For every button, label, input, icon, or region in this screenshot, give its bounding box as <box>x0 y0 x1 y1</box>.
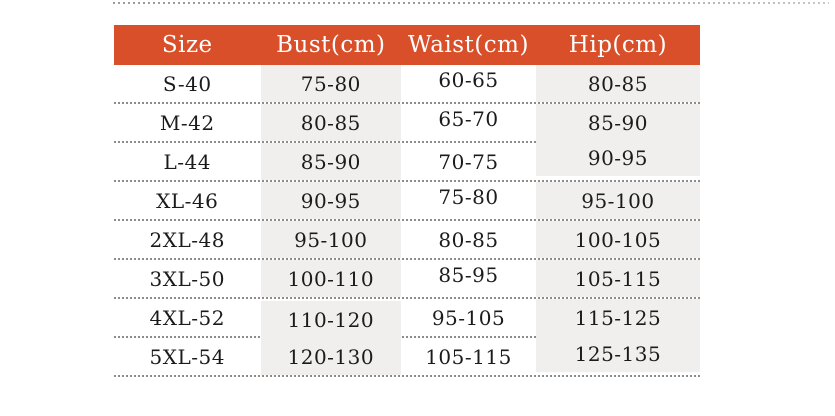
cell-waist: 105-115 <box>425 344 512 369</box>
cell-bust: 120-130 <box>260 338 402 375</box>
cell-waist: 70-75 <box>438 149 499 174</box>
table-row: 5XL-54 120-130 105-115 125-135 <box>114 335 700 377</box>
cell-waist: 60-65 <box>438 67 499 92</box>
cell-hip: 115-125 <box>535 299 700 336</box>
cell-bust: 80-85 <box>260 104 402 141</box>
cell-size: 5XL-54 <box>149 344 225 369</box>
cell-waist: 75-80 <box>438 184 499 209</box>
table-row: 4XL-52 110-120 95-105 115-125 <box>114 299 700 338</box>
cell-hip: 100-105 <box>535 221 700 258</box>
table-row: 3XL-50 100-110 85-95 105-115 <box>114 260 700 299</box>
cell-waist: 80-85 <box>438 227 499 252</box>
table-row: 2XL-48 95-100 80-85 100-105 <box>114 221 700 260</box>
cell-size: 3XL-50 <box>149 266 225 291</box>
cell-size: XL-46 <box>156 188 219 213</box>
cell-hip: 90-95 <box>535 139 700 176</box>
cell-bust: 75-80 <box>260 65 402 102</box>
cell-size: L-44 <box>163 149 211 174</box>
cell-hip: 105-115 <box>535 260 700 297</box>
cell-hip: 95-100 <box>535 182 700 219</box>
table-header-row: Size Bust(cm) Waist(cm) Hip(cm) <box>114 25 700 65</box>
cell-size: 4XL-52 <box>149 305 225 330</box>
cell-hip: 80-85 <box>535 65 700 102</box>
cell-waist: 85-95 <box>438 262 499 287</box>
top-dotted-divider <box>113 2 829 4</box>
size-chart-table: Size Bust(cm) Waist(cm) Hip(cm) S-40 75-8… <box>114 25 700 377</box>
table-row: M-42 80-85 65-70 85-90 <box>114 104 700 143</box>
header-size: Size <box>161 32 213 58</box>
header-bust: Bust(cm) <box>276 32 386 58</box>
cell-size: S-40 <box>162 71 212 96</box>
cell-hip: 125-135 <box>535 335 700 372</box>
divider-fade <box>506 2 829 4</box>
cell-bust: 110-120 <box>260 301 402 338</box>
cell-size: M-42 <box>159 110 215 135</box>
header-hip: Hip(cm) <box>568 32 668 58</box>
header-waist: Waist(cm) <box>408 32 529 58</box>
cell-bust: 85-90 <box>260 143 402 180</box>
cell-hip: 85-90 <box>535 104 700 141</box>
cell-bust: 95-100 <box>260 221 402 258</box>
table-row: L-44 85-90 70-75 90-95 <box>114 139 700 182</box>
cell-size: 2XL-48 <box>149 227 225 252</box>
cell-bust: 90-95 <box>260 182 402 219</box>
cell-waist: 65-70 <box>438 106 499 131</box>
cell-bust: 100-110 <box>260 260 402 297</box>
table-row: S-40 75-80 60-65 80-85 <box>114 65 700 104</box>
table-body: S-40 75-80 60-65 80-85 M-42 80-85 65-70 85-90 L-… <box>114 65 700 377</box>
cell-waist: 95-105 <box>431 305 506 330</box>
table-row: XL-46 90-95 75-80 95-100 <box>114 182 700 221</box>
